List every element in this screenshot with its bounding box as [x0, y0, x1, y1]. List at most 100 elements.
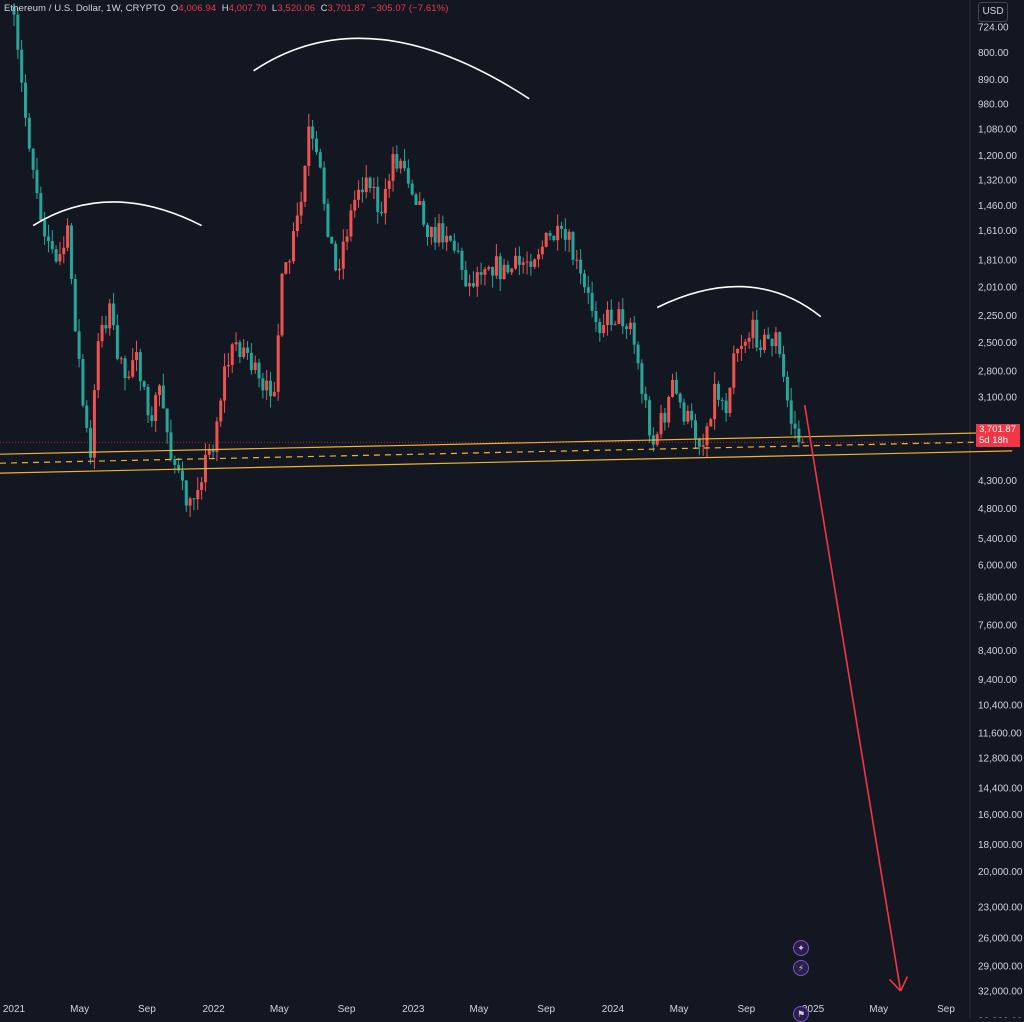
- candle-body: [284, 262, 288, 274]
- time-tick-label: Sep: [138, 1004, 156, 1015]
- candle-body: [238, 342, 242, 357]
- candle-body: [548, 232, 552, 236]
- candle-body: [736, 348, 740, 354]
- candle-body: [157, 385, 161, 396]
- time-tick-label: 2023: [402, 1004, 425, 1015]
- candle-body: [115, 325, 119, 359]
- candle-body: [456, 250, 460, 252]
- candle-body: [85, 405, 89, 429]
- support-line: [0, 440, 1013, 464]
- candle-body: [280, 273, 284, 336]
- candle-body: [173, 459, 177, 465]
- candle-body: [720, 399, 724, 401]
- candle-body: [724, 400, 728, 414]
- candle-body: [261, 378, 265, 391]
- candle-body: [437, 223, 441, 243]
- candle-body: [89, 428, 93, 458]
- candle-body: [410, 183, 414, 195]
- price-tick-label: 9,400.00: [978, 675, 1017, 686]
- candle-body: [73, 278, 77, 332]
- candle-body: [468, 283, 472, 287]
- candle-body: [192, 498, 196, 500]
- candle-body: [288, 261, 292, 263]
- candle-body: [598, 321, 602, 334]
- candle-body: [586, 287, 590, 293]
- close-label: C: [320, 3, 328, 14]
- currency-button[interactable]: USD: [978, 2, 1008, 22]
- candle-body: [422, 201, 426, 225]
- candle-body: [383, 188, 387, 214]
- candle-body: [43, 220, 47, 237]
- candle-body: [307, 126, 311, 166]
- candle-body: [506, 264, 510, 273]
- candle-body: [314, 138, 318, 153]
- candle-body: [215, 421, 219, 452]
- candle-body: [778, 332, 782, 354]
- candle-body: [20, 49, 24, 83]
- candle-body: [713, 383, 717, 420]
- candle-body: [360, 189, 364, 193]
- candle-body: [27, 117, 31, 149]
- candle-body: [797, 428, 801, 443]
- candle-body: [135, 352, 139, 361]
- candle-body: [632, 322, 636, 345]
- open-value: 4,006.94: [178, 3, 217, 14]
- candle-body: [326, 203, 330, 237]
- candle-body: [728, 387, 732, 414]
- candle-body: [69, 225, 73, 279]
- projection-arrow: [803, 405, 909, 992]
- us-flag-icon[interactable]: ⚑: [793, 1006, 809, 1022]
- candle-body: [697, 439, 701, 447]
- price-tick-label: 2,500.00: [978, 338, 1017, 349]
- candle-body: [276, 335, 280, 392]
- candle-body: [751, 319, 755, 338]
- candle-body: [249, 352, 253, 371]
- candle-body: [567, 231, 571, 240]
- candle-body: [295, 215, 299, 232]
- candle-body: [471, 283, 475, 287]
- candle-body: [605, 309, 609, 326]
- time-tick-label: May: [670, 1004, 689, 1015]
- candle-body: [311, 126, 315, 139]
- candle-body: [112, 303, 116, 326]
- candle-body: [448, 235, 452, 241]
- candle-body: [380, 211, 384, 214]
- candle-body: [460, 250, 464, 270]
- arrow-head: [888, 978, 902, 992]
- candle-body: [510, 268, 514, 273]
- candle-body: [433, 226, 437, 243]
- candle-body: [774, 332, 778, 347]
- candle-body: [667, 396, 671, 423]
- lightning-icon[interactable]: ⚡: [793, 960, 809, 976]
- price-tick-label: 4,800.00: [978, 504, 1017, 515]
- candle-body: [487, 267, 491, 270]
- candle-body: [743, 341, 747, 346]
- price-tick-label: 2,250.00: [978, 311, 1017, 322]
- time-tick-label: 2022: [203, 1004, 226, 1015]
- candle-body: [207, 449, 211, 455]
- price-tick-label: 1,320.00: [978, 175, 1017, 186]
- candle-body: [391, 154, 395, 181]
- candle-body: [403, 160, 407, 169]
- candle-body: [755, 319, 759, 348]
- candle-body: [226, 364, 230, 367]
- support-line: [0, 450, 1013, 474]
- price-tick-label: 20,000.00: [978, 867, 1023, 878]
- candle-body: [525, 261, 529, 263]
- price-tick-label: 8,400.00: [978, 646, 1017, 657]
- support-line: [0, 431, 1013, 455]
- sparkle-icon[interactable]: ✦: [793, 940, 809, 956]
- candle-body: [762, 334, 766, 351]
- candle-body: [621, 309, 625, 327]
- candle-body: [544, 232, 548, 247]
- price-tick-label: 2,800.00: [978, 367, 1017, 378]
- candle-body: [211, 449, 215, 452]
- price-tick-label: 36,000.00: [978, 1017, 1023, 1019]
- price-tick-label: 6,000.00: [978, 561, 1017, 572]
- time-tick-label: Sep: [737, 1004, 755, 1015]
- low-label: L: [271, 3, 278, 14]
- candle-body: [119, 358, 123, 360]
- candle-body: [582, 273, 586, 288]
- candle-body: [345, 236, 349, 242]
